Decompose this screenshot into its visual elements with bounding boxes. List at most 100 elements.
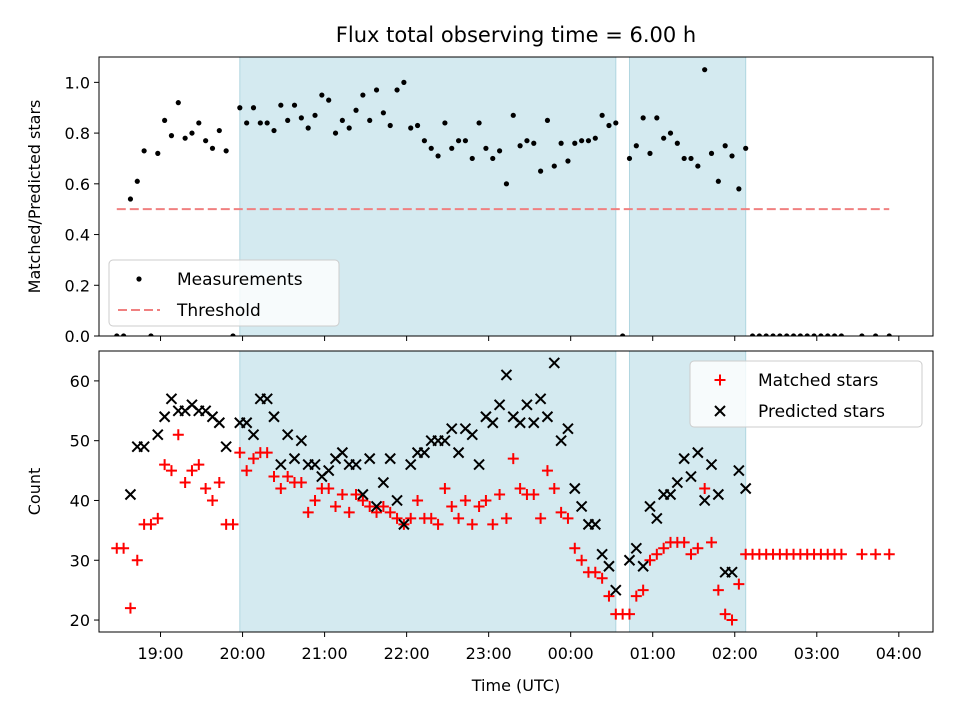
matched-point-15 [206, 494, 218, 506]
measurement-point-90 [722, 143, 728, 149]
matched-point-44 [405, 512, 417, 524]
measurement-point-27 [291, 102, 298, 108]
y-tick-label: 40 [70, 491, 90, 510]
predicted-point-81 [692, 446, 704, 459]
measurement-point-50 [449, 145, 455, 151]
matched-point-28 [295, 477, 307, 489]
matched-point-92 [733, 578, 745, 590]
matched-point-109 [870, 548, 882, 560]
measurement-point-54 [476, 120, 482, 126]
matched-point-39 [371, 506, 383, 518]
axes-frame [98, 350, 934, 633]
measurement-point-7 [155, 150, 161, 156]
matched-point-59 [507, 453, 519, 465]
legend-box [108, 259, 340, 327]
measurement-point-58 [503, 181, 510, 187]
measurement-point-93 [743, 145, 749, 151]
matched-point-37 [357, 494, 369, 506]
matched-point-14 [200, 483, 212, 495]
predicted-point-69 [603, 560, 615, 572]
measurement-point-62 [531, 140, 537, 146]
matched-point-51 [453, 512, 465, 524]
legend-label: Predicted stars [758, 402, 885, 422]
matched-point-23 [261, 447, 273, 459]
measurement-point-39 [373, 87, 380, 93]
measurement-point-52 [462, 138, 469, 144]
measurement-point-17 [223, 148, 229, 154]
predicted-point-46 [446, 423, 458, 435]
measurement-point-77 [633, 143, 639, 149]
measurement-point-83 [674, 140, 680, 146]
measurement-point-82 [667, 130, 674, 136]
matched-point-9 [165, 465, 177, 477]
measurement-point-14 [203, 138, 209, 144]
measurement-point-18 [230, 333, 236, 336]
measurement-point-37 [360, 92, 366, 98]
matched-point-35 [343, 506, 355, 518]
matched-point-60 [514, 483, 526, 495]
top-axes: 0.0 0.2 0.4 0.6 0.8 1.0 Matched/Predicted star… [25, 56, 934, 346]
measurement-point-5 [141, 148, 147, 154]
measurement-point-94 [749, 333, 756, 336]
predicted-point-16 [240, 417, 253, 429]
predicted-point-32 [350, 458, 362, 471]
measurement-point-35 [346, 125, 352, 131]
measurement-point-59 [510, 112, 516, 118]
measurement-point-74 [613, 120, 619, 126]
matched-point-89 [712, 584, 724, 596]
y-tick-label: 0.6 [65, 175, 90, 194]
predicted-point-49 [466, 428, 478, 441]
measurement-point-21 [250, 105, 257, 111]
legend: Measurements Threshold [108, 259, 340, 327]
x-tick-label: 19:00 [137, 644, 183, 663]
measurement-point-6 [148, 333, 154, 336]
matched-point-68 [569, 542, 581, 554]
predicted-point-88 [739, 482, 752, 495]
measurement-point-15 [209, 145, 216, 151]
predicted-point-53 [493, 399, 506, 411]
measurement-point-47 [428, 145, 434, 151]
predicted-point-37 [384, 452, 396, 465]
x-axis-title: Time (UTC) [471, 676, 560, 695]
predicted-point-87 [733, 464, 745, 477]
matched-point-12 [186, 465, 198, 477]
predicted-point-86 [726, 566, 738, 578]
measurement-point-57 [496, 148, 503, 154]
matched-point-78 [637, 584, 649, 596]
y-tick-label: 60 [70, 372, 90, 391]
measurement-point-92 [736, 186, 742, 192]
legend-label: Threshold [176, 301, 261, 321]
matched-point-47 [425, 512, 437, 524]
matched-point-34 [336, 488, 348, 500]
measurement-point-40 [380, 110, 386, 116]
measurement-point-25 [278, 102, 284, 108]
predicted-point-36 [377, 476, 390, 489]
measurement-point-28 [298, 115, 304, 121]
predicted-point-74 [644, 500, 656, 513]
matched-point-85 [685, 548, 697, 560]
measurement-point-4 [134, 178, 140, 184]
measurement-point-31 [319, 92, 325, 98]
measurement-point-53 [469, 155, 475, 162]
measurement-point-105 [825, 333, 831, 336]
matched-point-24 [268, 471, 280, 483]
measurement-point-1 [114, 333, 120, 336]
predicted-point-21 [275, 458, 287, 471]
predicted-point-5 [158, 411, 171, 423]
measurement-point-61 [524, 138, 530, 144]
matched-point-26 [282, 471, 294, 483]
matched-point-73 [603, 590, 615, 602]
predicted-point-77 [664, 488, 677, 501]
matched-point-4 [131, 554, 143, 566]
matched-point-6 [145, 518, 157, 530]
measurement-point-43 [401, 79, 407, 85]
x-tick-label: 00:00 [548, 644, 594, 663]
matched-point-77 [630, 590, 642, 602]
y-tick-label: 30 [70, 551, 90, 570]
measurement-point-80 [654, 115, 660, 121]
predicted-point-19 [261, 393, 273, 405]
x-tick-label: 03:00 [794, 644, 840, 663]
measurement-point-87 [702, 67, 708, 73]
predicted-point-78 [671, 476, 684, 489]
